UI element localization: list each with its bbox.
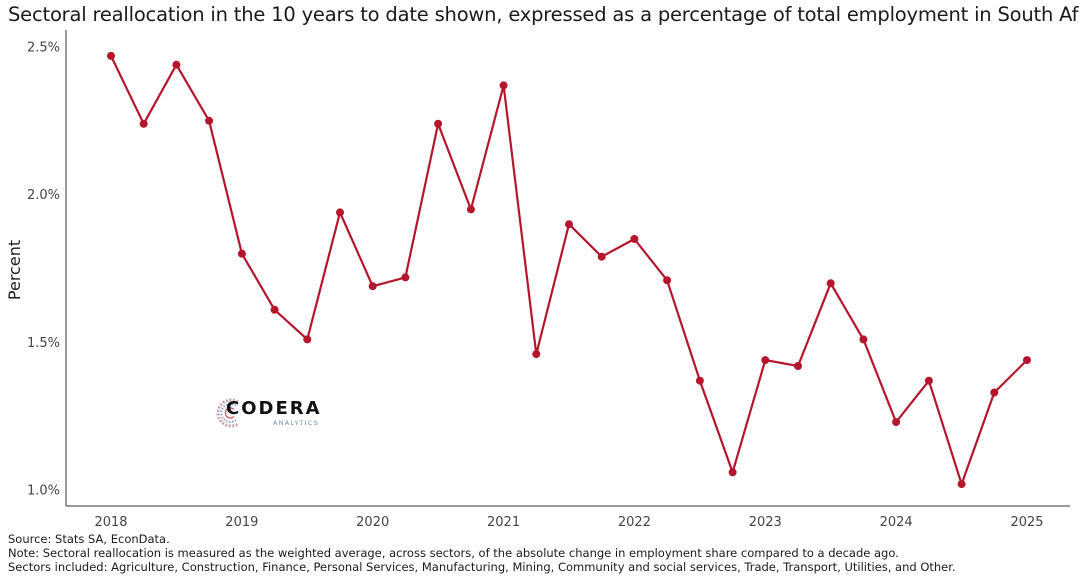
y-axis-title: Percent (5, 240, 24, 300)
chart-title: Sectoral reallocation in the 10 years to… (8, 3, 1080, 26)
y-tick-label: 2.5% (27, 41, 60, 56)
logo-tagline: ANALYTICS (273, 419, 319, 427)
data-point (172, 60, 181, 69)
data-point (401, 273, 410, 282)
data-point (957, 480, 966, 489)
data-point (205, 116, 214, 125)
codera-logo: CODERA ANALYTICS (216, 396, 326, 430)
data-point (303, 335, 312, 344)
logo-wordmark: CODERA (226, 398, 322, 419)
x-tick-label: 2019 (225, 515, 258, 530)
x-axis-ticks: 2018 2019 2020 2021 2022 2023 2024 2025 (94, 515, 1043, 530)
data-point (434, 119, 443, 128)
data-point (794, 362, 802, 370)
data-point (695, 376, 704, 385)
x-tick-label: 2025 (1010, 515, 1043, 530)
data-point (368, 282, 377, 291)
method-note: Note: Sectoral reallocation is measured … (8, 546, 899, 560)
data-point (237, 249, 246, 258)
data-point (924, 376, 933, 385)
data-point (107, 51, 115, 60)
y-tick-label: 2.0% (27, 188, 60, 203)
data-point (630, 235, 639, 243)
data-point (336, 208, 344, 217)
x-tick-label: 2021 (487, 515, 520, 530)
y-axis-ticks: 1.0% 1.5% 2.0% 2.5% (27, 41, 60, 499)
x-tick-label: 2020 (356, 515, 389, 530)
x-tick-label: 2023 (749, 515, 782, 530)
data-point (270, 305, 279, 314)
codera-logo-mark-icon (216, 398, 239, 428)
data-point (532, 350, 541, 359)
data-point (761, 356, 770, 365)
source-note: Source: Stats SA, EconData. (8, 532, 170, 546)
footnotes: Source: Stats SA, EconData. Note: Sector… (8, 532, 956, 574)
data-point (892, 418, 901, 427)
data-point (466, 205, 475, 214)
data-point (139, 119, 148, 128)
data-point (990, 388, 999, 397)
data-points (107, 51, 1031, 489)
data-point (826, 279, 835, 288)
data-point (597, 252, 606, 261)
data-point (728, 468, 737, 477)
data-point (499, 81, 508, 90)
data-point (663, 276, 672, 285)
axes (65, 30, 1070, 507)
y-tick-label: 1.0% (27, 484, 60, 499)
data-point (1023, 356, 1031, 365)
x-tick-label: 2018 (94, 515, 127, 530)
sectors-note: Sectors included: Agriculture, Construct… (8, 560, 956, 574)
x-tick-label: 2022 (618, 515, 651, 530)
data-point (859, 335, 868, 344)
x-tick-label: 2024 (880, 515, 913, 530)
data-point (565, 220, 573, 229)
y-tick-label: 1.5% (27, 336, 60, 351)
